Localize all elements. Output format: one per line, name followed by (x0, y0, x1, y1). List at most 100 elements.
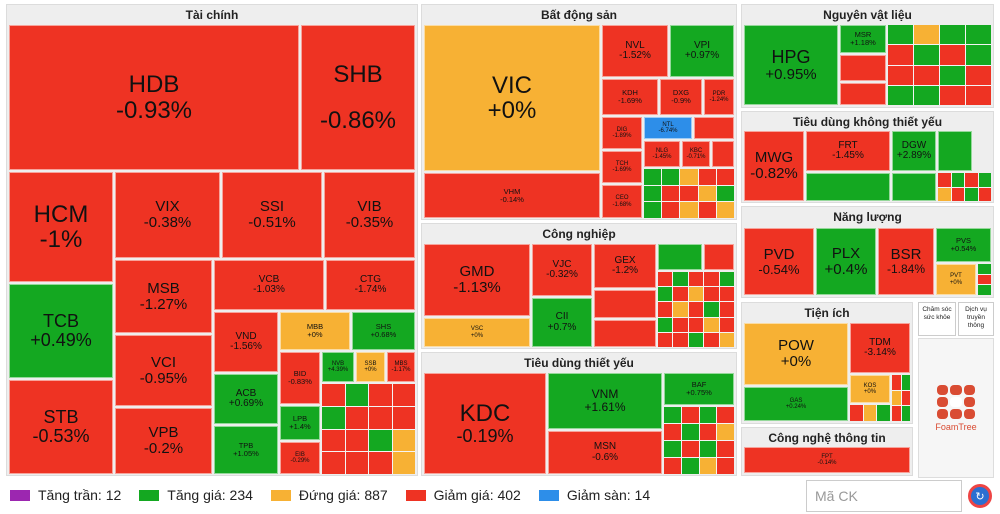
tile-kos[interactable]: KOS +0% (850, 375, 890, 403)
ticker: TCB (43, 311, 79, 332)
tile-dxg[interactable]: DXG -0.9% (660, 79, 702, 115)
tile-ssi[interactable]: SSI -0.51% (222, 172, 322, 258)
tile-acb[interactable]: ACB +0.69% (214, 374, 278, 424)
legend-label: Giảm giá: 402 (433, 487, 521, 503)
tile-ind-4[interactable] (658, 244, 702, 270)
tile-nvb[interactable]: NVB +4.39% (322, 352, 354, 382)
tile-mbb[interactable]: MBB +0% (280, 312, 350, 350)
ticker: MBB (306, 322, 324, 332)
tile-mbs[interactable]: MBS -1.17% (387, 352, 415, 382)
tile-shb[interactable]: SHB -0.86% (301, 25, 415, 170)
tile-kdc[interactable]: KDC -0.19% (424, 373, 546, 474)
tile-ctg[interactable]: CTG -1.74% (326, 260, 415, 310)
stock-code-search-input[interactable] (806, 480, 962, 512)
tile-mat-3[interactable] (840, 83, 886, 105)
ticker: PLX (831, 244, 861, 262)
tile-pvs[interactable]: PVS +0.54% (936, 228, 991, 262)
tile-vci[interactable]: VCI -0.95% (115, 335, 212, 406)
tile-pvd[interactable]: PVD -0.54% (744, 228, 814, 295)
tile-dig[interactable]: DIG -1.89% (602, 117, 642, 149)
tile-tdm[interactable]: TDM -3.14% (850, 323, 910, 373)
legend-up[interactable]: Tăng giá: 234 (139, 487, 253, 503)
tile-vix[interactable]: VIX -0.38% (115, 172, 220, 258)
tile-baf[interactable]: BAF +0.75% (664, 373, 734, 405)
tile-vib[interactable]: VIB -0.35% (324, 172, 415, 258)
legend-floor[interactable]: Giảm sàn: 14 (538, 487, 650, 503)
legend-swatch-blue (538, 489, 559, 501)
change: +0.49% (30, 330, 92, 350)
change: -3.14% (864, 347, 896, 358)
tile-pnj[interactable] (806, 173, 890, 201)
tile-ntl[interactable]: NTL -6.74% (644, 117, 692, 139)
tile-ind-5[interactable] (704, 244, 734, 270)
tile-tpb[interactable]: TPB +1.05% (214, 426, 278, 474)
tile-vcb[interactable]: VCB -1.03% (214, 260, 324, 310)
sector-telecom-card[interactable]: Dịch vụ truyền thông (958, 302, 994, 336)
tile-msr[interactable]: MSR +1.18% (840, 25, 886, 53)
tile-ssb[interactable]: SSB +0% (356, 352, 385, 382)
change: +0.69% (228, 398, 264, 409)
change: -0.35% (345, 214, 394, 231)
tile-nlg[interactable]: NLG -1.45% (644, 141, 680, 167)
tile-pdr[interactable]: PDR -1.24% (704, 79, 734, 115)
tile-ind-3[interactable] (594, 320, 656, 347)
tile-bsr[interactable]: BSR -1.84% (878, 228, 934, 295)
tile-tch[interactable]: TCH -1.69% (602, 151, 642, 183)
tile-gex[interactable]: GEX -1.2% (594, 244, 656, 288)
tile-hcm[interactable]: HCM -1% (9, 172, 113, 282)
tile-bid[interactable]: BID -0.83% (280, 352, 320, 404)
ticker: NLG (655, 147, 669, 154)
tile-vpi[interactable]: VPI +0.97% (670, 25, 734, 77)
tile-fpt[interactable]: FPT -0.14% (744, 447, 910, 473)
tile-gee[interactable] (594, 290, 656, 318)
tile-tcb[interactable]: TCB +0.49% (9, 284, 113, 378)
ticker: HCM (33, 200, 89, 228)
tile-hdb[interactable]: HDB -0.93% (9, 25, 299, 170)
tile-stb[interactable]: STB -0.53% (9, 380, 113, 474)
tile-vre[interactable] (694, 117, 734, 139)
tile-mosaic-utilities (892, 375, 910, 421)
tile-gas[interactable]: GAS +0.24% (744, 387, 848, 421)
tile-vic[interactable]: VIC +0% (424, 25, 600, 171)
legend-ceiling[interactable]: Tăng trần: 12 (10, 487, 121, 503)
ticker: MBS (394, 360, 408, 367)
tile-vnm[interactable]: VNM +1.61% (548, 373, 662, 429)
tile-vpb[interactable]: VPB -0.2% (115, 408, 212, 474)
tile-pvt[interactable]: PVT +0% (936, 264, 976, 295)
tile-sjc[interactable] (712, 141, 734, 167)
tile-mwg[interactable]: MWG -0.82% (744, 131, 804, 201)
tile-plx[interactable]: PLX +0.4% (816, 228, 876, 295)
tile-vnd[interactable]: VND -1.56% (214, 312, 278, 372)
tile-pet[interactable] (892, 173, 936, 201)
tile-ceo[interactable]: CEO -1.68% (602, 185, 642, 218)
tile-cii[interactable]: CII +0.7% (532, 298, 592, 347)
tile-pow[interactable]: POW +0% (744, 323, 848, 385)
change: -0.32% (546, 269, 578, 280)
tile-vjc[interactable]: VJC -0.32% (532, 244, 592, 296)
tile-hpg[interactable]: HPG +0.95% (744, 25, 838, 105)
tile-lpb[interactable]: LPB +1.4% (280, 406, 320, 440)
tile-vhm[interactable]: VHM -0.14% (424, 173, 600, 218)
legend: Tăng trần: 12 Tăng giá: 234 Đứng giá: 88… (10, 486, 650, 504)
ticker: NVL (625, 39, 645, 51)
tile-vsc[interactable]: VSC +0% (424, 318, 530, 347)
tile-gmd[interactable]: GMD -1.13% (424, 244, 530, 316)
tile-mosaic-staples (664, 407, 734, 474)
change: -1.03% (253, 284, 285, 295)
tile-frt[interactable]: FRT -1.45% (806, 131, 890, 171)
tile-eib[interactable]: EIB -0.29% (280, 442, 320, 474)
tile-kdh[interactable]: KDH -1.69% (602, 79, 658, 115)
tile-nvl[interactable]: NVL -1.52% (602, 25, 668, 77)
tile-mosaic-consumer-disc (938, 173, 991, 201)
tile-msn[interactable]: MSN -0.6% (548, 431, 662, 474)
tile-mat-2[interactable] (840, 55, 886, 81)
tile-dgw[interactable]: DGW +2.89% (892, 131, 936, 171)
sector-health-card[interactable]: Chăm sóc sức khỏe (918, 302, 956, 336)
legend-flat[interactable]: Đứng giá: 887 (270, 487, 388, 503)
refresh-icon[interactable]: ↻ (968, 484, 992, 508)
tile-shs[interactable]: SHS +0.68% (352, 312, 415, 350)
legend-down[interactable]: Giảm giá: 402 (405, 487, 521, 503)
tile-msb[interactable]: MSB -1.27% (115, 260, 212, 333)
tile-vpl[interactable] (938, 131, 972, 171)
tile-kbc[interactable]: KBC -0.71% (682, 141, 710, 167)
